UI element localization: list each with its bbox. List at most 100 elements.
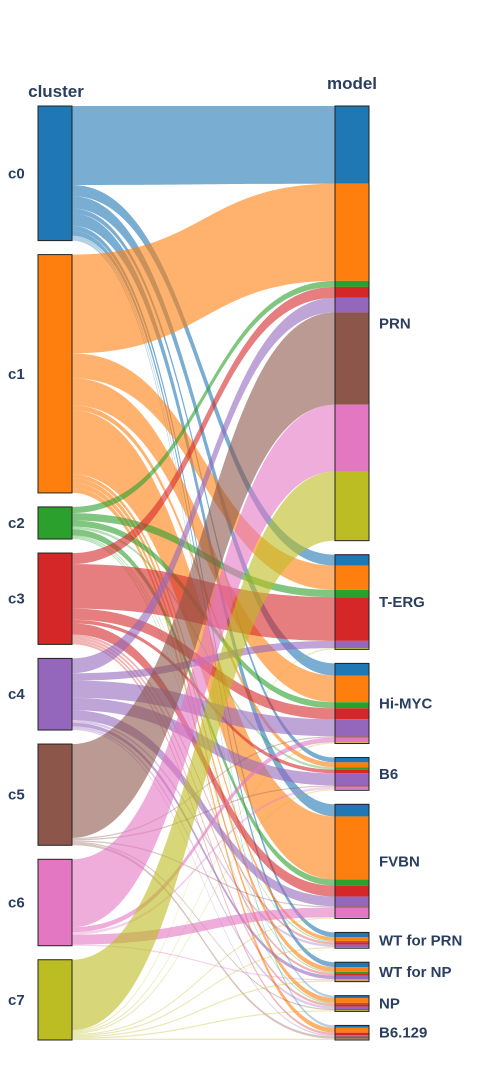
label-cluster-c4: c4 xyxy=(8,686,25,703)
flow-c3-to-b6-129 xyxy=(72,641,335,1036)
node-segment-fvbn-c4 xyxy=(335,896,369,907)
node-cluster-c2[interactable] xyxy=(37,506,73,540)
node-segment-b6-c6 xyxy=(335,786,369,790)
node-segment-hi-myc-c2 xyxy=(335,702,369,709)
node-segment-fvbn-c5 xyxy=(335,906,369,908)
flow-c6-to-b6 xyxy=(72,786,335,935)
node-cluster-c4[interactable] xyxy=(37,657,73,731)
node-segment-wt-for-prn-c2 xyxy=(335,940,369,943)
node-segment-hi-myc-c6 xyxy=(335,737,369,743)
node-segment-fvbn-c7 xyxy=(335,917,369,919)
node-segment-b6-129-c7 xyxy=(335,1038,369,1040)
node-segment-hi-myc-c7 xyxy=(335,742,369,744)
flow-c7-to-np xyxy=(72,1010,335,1039)
label-model-t-erg: T-ERG xyxy=(379,594,425,611)
flow-c7-to-fvbn xyxy=(72,917,335,1036)
flow-c0-to-t-erg xyxy=(72,185,335,566)
node-segment-b6-129-c5 xyxy=(335,1036,369,1039)
node-segment-prn-c3 xyxy=(335,286,369,298)
label-model-fvbn: FVBN xyxy=(379,853,420,870)
node-segment-t-erg-c2 xyxy=(335,589,369,598)
label-model-np: NP xyxy=(379,996,400,1013)
flow-c5-to-prn xyxy=(72,312,335,838)
axis-title-model: model xyxy=(327,74,377,93)
node-model-b6[interactable] xyxy=(334,757,370,791)
node-cluster-c1[interactable] xyxy=(37,254,73,494)
flow-c7-to-hi-myc xyxy=(72,742,335,1033)
node-segment-np-c4 xyxy=(335,1006,369,1010)
node-segment-b6-129-c1 xyxy=(335,1027,369,1033)
flow-c2-to-prn xyxy=(72,280,335,514)
node-cluster-c6[interactable] xyxy=(37,858,73,947)
node-segment-b6-c5 xyxy=(335,785,369,787)
flow-c0-to-prn xyxy=(72,106,335,186)
node-segment-b6-c2 xyxy=(335,767,369,770)
node-segment-fvbn-c1 xyxy=(335,816,369,880)
flow-c6-to-prn xyxy=(72,404,335,928)
node-segment-hi-myc-c3 xyxy=(335,708,369,720)
flow-c7-to-prn xyxy=(72,471,335,1031)
node-segment-wt-for-np-c7 xyxy=(335,980,369,982)
node-segment-wt-for-np-c0 xyxy=(335,962,369,968)
flow-c6-to-wt-for-np xyxy=(72,944,335,981)
node-model-b6-129[interactable] xyxy=(334,1024,370,1041)
node-segment-t-erg-c4 xyxy=(335,640,369,649)
label-model-b6: B6 xyxy=(379,766,398,783)
node-segment-wt-for-prn-c3 xyxy=(335,942,369,945)
node-cluster-c3[interactable] xyxy=(37,552,73,645)
flow-c4-to-prn xyxy=(72,297,335,674)
node-segment-wt-for-np-c4 xyxy=(335,975,369,980)
node-model-fvbn[interactable] xyxy=(334,803,370,919)
node-segment-hi-myc-c1 xyxy=(335,675,369,703)
node-segment-np-c2 xyxy=(335,1002,369,1005)
node-model-hi-myc[interactable] xyxy=(334,662,370,745)
node-segment-prn-c7 xyxy=(335,471,369,541)
node-model-np[interactable] xyxy=(334,995,370,1012)
node-model-t-erg[interactable] xyxy=(334,554,370,650)
node-model-wt-for-prn[interactable] xyxy=(334,931,370,949)
node-segment-b6-c0 xyxy=(335,757,369,763)
flow-c7-to-wt-for-prn xyxy=(72,947,335,1037)
flow-c3-to-wt-for-prn xyxy=(72,634,335,945)
node-cluster-c5[interactable] xyxy=(37,743,73,846)
flow-bands xyxy=(72,106,335,1040)
flow-c5-to-hi-myc xyxy=(72,736,335,840)
node-cluster-c0[interactable] xyxy=(37,105,73,242)
flow-c3-to-prn xyxy=(72,286,335,565)
node-segment-prn-c2 xyxy=(335,280,369,287)
node-segment-fvbn-c0 xyxy=(335,804,369,817)
node-cluster-c7[interactable] xyxy=(37,959,73,1041)
flow-c0-to-fvbn xyxy=(72,213,335,817)
node-segment-wt-for-prn-c0 xyxy=(335,932,369,938)
flow-c4-to-np xyxy=(72,726,335,1010)
flow-c4-to-b6-129 xyxy=(72,728,335,1037)
axis-title-cluster: cluster xyxy=(28,82,84,101)
flow-c7-to-t-erg xyxy=(72,648,335,1032)
flow-c5-to-b6 xyxy=(72,785,335,841)
node-segment-hi-myc-c5 xyxy=(335,736,369,738)
node-segment-wt-for-prn-c4 xyxy=(335,944,369,948)
node-segment-t-erg-c1 xyxy=(335,565,369,590)
node-model-prn[interactable] xyxy=(334,105,370,542)
node-segment-prn-c6 xyxy=(335,404,369,472)
node-segment-b6-129-c0 xyxy=(335,1025,369,1028)
node-segment-prn-c1 xyxy=(335,183,369,281)
flow-c1-to-prn xyxy=(72,183,335,354)
flow-c1-to-t-erg xyxy=(72,353,335,590)
flow-c4-to-hi-myc xyxy=(72,680,335,737)
label-model-wt-for-prn: WT for PRN xyxy=(379,932,462,949)
category-nodes xyxy=(37,105,370,1041)
node-segment-np-c3 xyxy=(335,1004,369,1007)
node-model-wt-for-np[interactable] xyxy=(334,961,370,983)
node-segment-wt-for-np-c1 xyxy=(335,967,369,972)
flow-c7-to-b6-129 xyxy=(72,1038,335,1040)
node-segment-np-c5 xyxy=(335,1009,369,1011)
label-model-b6-129: B6.129 xyxy=(379,1025,427,1042)
category-labels: c0 c1 c2 c3 c4 c5 c6 c7 PRN T-ERG Hi-MYC B6 FVBN WT f… xyxy=(8,165,462,1041)
node-segment-fvbn-c3 xyxy=(335,885,369,897)
flow-c7-to-wt-for-np xyxy=(72,980,335,1038)
label-cluster-c5: c5 xyxy=(8,787,25,804)
label-cluster-c1: c1 xyxy=(8,366,25,383)
node-segment-hi-myc-c0 xyxy=(335,663,369,676)
